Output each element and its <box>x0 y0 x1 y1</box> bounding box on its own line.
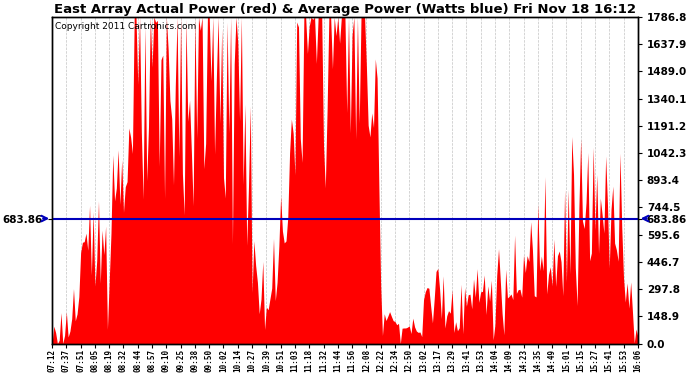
Text: Copyright 2011 Cartronics.com: Copyright 2011 Cartronics.com <box>55 22 196 31</box>
Title: East Array Actual Power (red) & Average Power (Watts blue) Fri Nov 18 16:12: East Array Actual Power (red) & Average … <box>54 3 636 16</box>
